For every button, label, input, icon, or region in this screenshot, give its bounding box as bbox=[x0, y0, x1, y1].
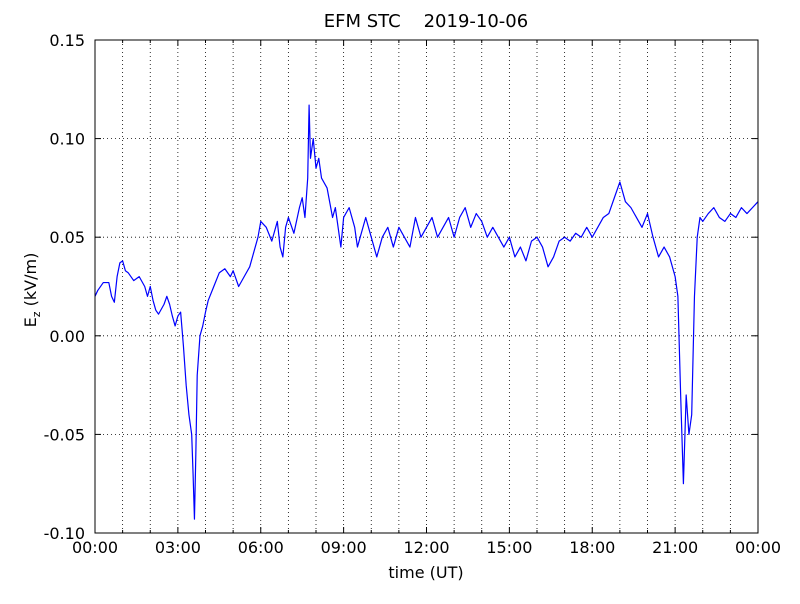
y-axis-label: Ez (kV/m) bbox=[21, 253, 43, 328]
x-tick-label: 09:00 bbox=[321, 538, 367, 557]
plot-frame bbox=[94, 39, 759, 534]
x-axis-label: time (UT) bbox=[388, 563, 463, 582]
x-tick-label: 18:00 bbox=[569, 538, 615, 557]
data-line bbox=[94, 104, 759, 520]
y-label-unit: (kV/m) bbox=[21, 253, 40, 312]
chart-title: EFM STC 2019-10-06 bbox=[324, 11, 528, 32]
x-tick-label: 06:00 bbox=[238, 538, 284, 557]
x-tick-label: 03:00 bbox=[155, 538, 201, 557]
y-tick-label: 0.15 bbox=[49, 31, 85, 50]
y-tick-label: 0.00 bbox=[49, 327, 85, 346]
x-tick-label: 15:00 bbox=[486, 538, 532, 557]
y-label-sub: z bbox=[30, 311, 43, 317]
y-tick-label: -0.10 bbox=[44, 524, 85, 543]
x-tick-label: 00:00 bbox=[735, 538, 781, 557]
x-tick-label: 00:00 bbox=[72, 538, 118, 557]
y-tick-label: -0.05 bbox=[44, 425, 85, 444]
x-tick-label: 12:00 bbox=[403, 538, 449, 557]
y-tick-label: 0.05 bbox=[49, 228, 85, 247]
y-label-main: E bbox=[21, 317, 40, 327]
y-tick-label: 0.10 bbox=[49, 130, 85, 149]
x-tick-label: 21:00 bbox=[652, 538, 698, 557]
